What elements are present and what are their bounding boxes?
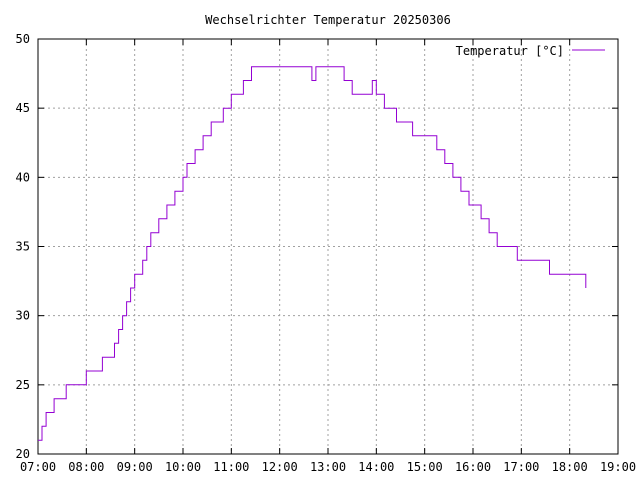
x-tick-label: 09:00 bbox=[117, 460, 153, 474]
y-tick-label: 35 bbox=[16, 240, 30, 254]
x-tick-label: 10:00 bbox=[165, 460, 201, 474]
x-tick-label: 07:00 bbox=[20, 460, 56, 474]
x-tick-label: 17:00 bbox=[503, 460, 539, 474]
series-line-temperatur bbox=[38, 66, 587, 441]
x-tick-label: 19:00 bbox=[600, 460, 636, 474]
grid bbox=[38, 39, 618, 454]
y-tick-label: 45 bbox=[16, 101, 30, 115]
x-tick-label: 15:00 bbox=[407, 460, 443, 474]
chart-title: Wechselrichter Temperatur 20250306 bbox=[205, 13, 451, 27]
plot-frame bbox=[37, 38, 619, 455]
legend: Temperatur [°C] bbox=[456, 44, 605, 58]
y-tick-label: 25 bbox=[16, 378, 30, 392]
x-tick-label: 16:00 bbox=[455, 460, 491, 474]
y-tick-label: 30 bbox=[16, 309, 30, 323]
y-tick-label: 20 bbox=[16, 447, 30, 461]
tick-labels: 07:00 08:00 09:00 10:00 11:00 12:00 13:00 14:00… bbox=[16, 32, 637, 474]
y-tick-label: 50 bbox=[16, 32, 30, 46]
x-tick-label: 13:00 bbox=[310, 460, 346, 474]
x-tick-label: 18:00 bbox=[552, 460, 588, 474]
legend-label: Temperatur [°C] bbox=[456, 44, 564, 58]
x-tick-label: 14:00 bbox=[358, 460, 394, 474]
x-tick-label: 12:00 bbox=[262, 460, 298, 474]
y-tick-label: 40 bbox=[16, 170, 30, 184]
x-tick-label: 08:00 bbox=[68, 460, 104, 474]
x-tick-label: 11:00 bbox=[213, 460, 249, 474]
